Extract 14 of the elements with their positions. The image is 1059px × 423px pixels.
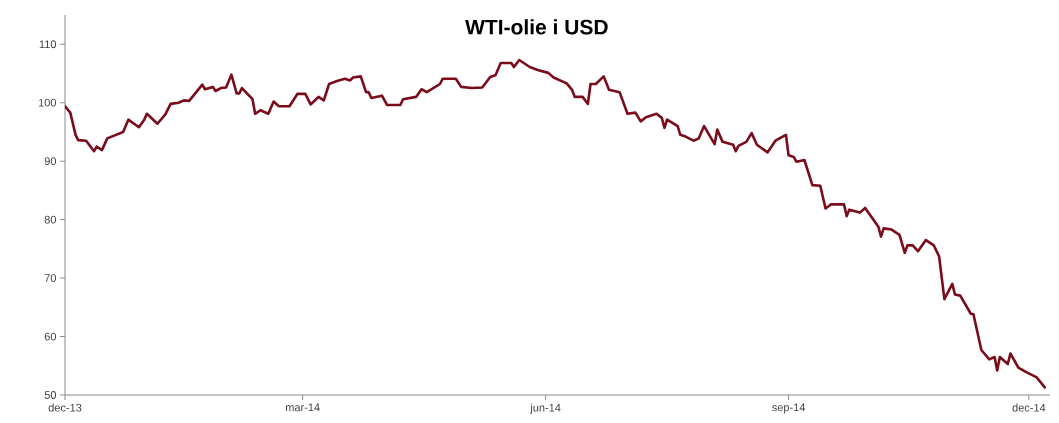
line-series xyxy=(65,58,1047,389)
x-tick-label: sep-14 xyxy=(772,403,806,414)
y-tick-label: 50 xyxy=(44,391,57,399)
y-tick-label: 60 xyxy=(44,332,57,341)
y-tick-label: 100 xyxy=(38,98,57,107)
y-tick-label: 80 xyxy=(44,215,57,224)
x-tick-label: mar-14 xyxy=(285,403,320,412)
y-tick-label: 70 xyxy=(44,274,57,282)
x-tick-label: dec-13 xyxy=(48,403,82,412)
y-tick-label: 90 xyxy=(44,157,57,166)
x-tick-label: dec-14 xyxy=(1012,403,1046,412)
x-tick-label: jun-14 xyxy=(530,403,561,414)
chart-title: WTI-olie i USD xyxy=(465,19,608,35)
y-tick-label: 110 xyxy=(39,40,57,49)
